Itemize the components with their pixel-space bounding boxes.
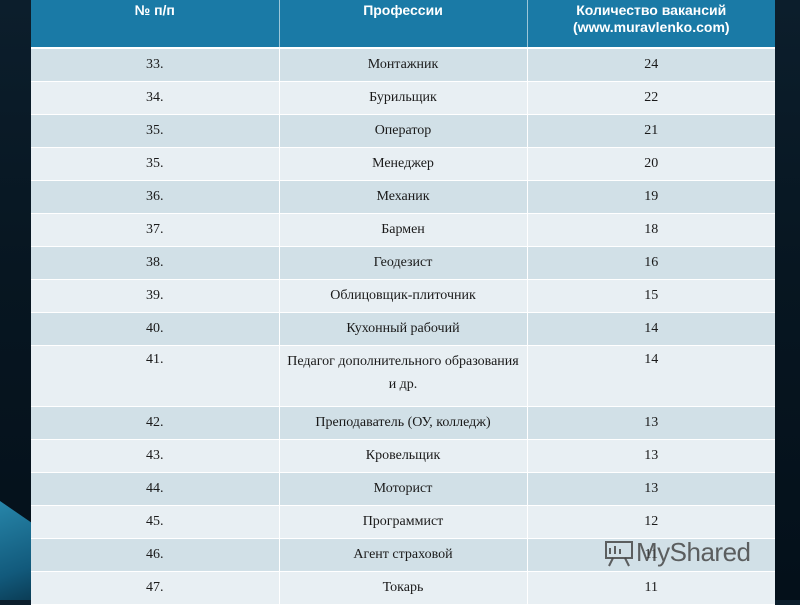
table-row: 37. Бармен 18	[31, 213, 775, 247]
row-profession: Облицовщик-плиточник	[279, 279, 528, 313]
row-number: 39.	[31, 279, 280, 313]
row-count: 11	[527, 571, 775, 605]
table-row: 34. Бурильщик 22	[31, 81, 775, 115]
row-number: 44.	[31, 472, 280, 506]
row-profession: Токарь	[279, 571, 528, 605]
row-profession: Педагог дополнительного образования и др…	[279, 345, 528, 407]
row-profession: Монтажник	[279, 48, 528, 82]
row-count: 22	[527, 81, 775, 115]
row-profession: Геодезист	[279, 246, 528, 280]
table-row: 33. Монтажник 24	[31, 48, 775, 82]
table-row: 38. Геодезист 16	[31, 246, 775, 280]
row-number: 47.	[31, 571, 280, 605]
row-count: 13	[527, 439, 775, 473]
row-number: 43.	[31, 439, 280, 473]
row-count: 14	[527, 345, 775, 407]
row-profession: Преподаватель (ОУ, колледж)	[279, 406, 528, 440]
row-number: 37.	[31, 213, 280, 247]
table-row: 44. Моторист 13	[31, 472, 775, 506]
table-row: 46. Агент страховой 11	[31, 538, 775, 572]
row-count: 21	[527, 114, 775, 148]
table-header-row: № п/п Профессии Количество вакансий (www…	[31, 0, 775, 49]
table-row: 39. Облицовщик-плиточник 15	[31, 279, 775, 313]
row-count: 20	[527, 147, 775, 181]
row-count: 16	[527, 246, 775, 280]
header-number: № п/п	[31, 0, 280, 49]
row-profession: Программист	[279, 505, 528, 539]
row-profession: Моторист	[279, 472, 528, 506]
row-count: 12	[527, 505, 775, 539]
row-profession: Агент страховой	[279, 538, 528, 572]
row-number: 35.	[31, 114, 280, 148]
header-vacancy-count: Количество вакансий (www.muravlenko.com)	[527, 0, 775, 49]
row-number: 38.	[31, 246, 280, 280]
table-row: 35. Менеджер 20	[31, 147, 775, 181]
table-row: 41. Педагог дополнительного образования …	[31, 345, 775, 407]
row-profession: Кровельщик	[279, 439, 528, 473]
table-row: 36. Механик 19	[31, 180, 775, 214]
table-row: 35. Оператор 21	[31, 114, 775, 148]
row-profession: Механик	[279, 180, 528, 214]
row-number: 42.	[31, 406, 280, 440]
row-profession: Оператор	[279, 114, 528, 148]
row-count: 14	[527, 312, 775, 346]
row-count: 19	[527, 180, 775, 214]
table-row: 47. Токарь 11	[31, 571, 775, 605]
row-number: 41.	[31, 345, 280, 407]
table-row: 45. Программист 12	[31, 505, 775, 539]
table-row: 43. Кровельщик 13	[31, 439, 775, 473]
row-count: 13	[527, 406, 775, 440]
row-number: 34.	[31, 81, 280, 115]
row-count: 18	[527, 213, 775, 247]
vacancies-table: № п/п Профессии Количество вакансий (www…	[31, 0, 775, 605]
header-profession: Профессии	[279, 0, 528, 49]
row-number: 35.	[31, 147, 280, 181]
table-row: 42. Преподаватель (ОУ, колледж) 13	[31, 406, 775, 440]
row-count: 15	[527, 279, 775, 313]
row-count: 11	[527, 538, 775, 572]
watermark-text: MyShared	[636, 537, 751, 567]
row-profession: Менеджер	[279, 147, 528, 181]
row-profession: Кухонный рабочий	[279, 312, 528, 346]
row-number: 40.	[31, 312, 280, 346]
row-number: 45.	[31, 505, 280, 539]
row-number: 33.	[31, 48, 280, 82]
myshared-watermark: MyShared	[604, 537, 751, 568]
row-profession: Бурильщик	[279, 81, 528, 115]
row-count: 24	[527, 48, 775, 82]
row-profession: Бармен	[279, 213, 528, 247]
presentation-board-icon	[605, 540, 633, 566]
table-row: 40. Кухонный рабочий 14	[31, 312, 775, 346]
row-number: 36.	[31, 180, 280, 214]
row-number: 46.	[31, 538, 280, 572]
row-count: 13	[527, 472, 775, 506]
